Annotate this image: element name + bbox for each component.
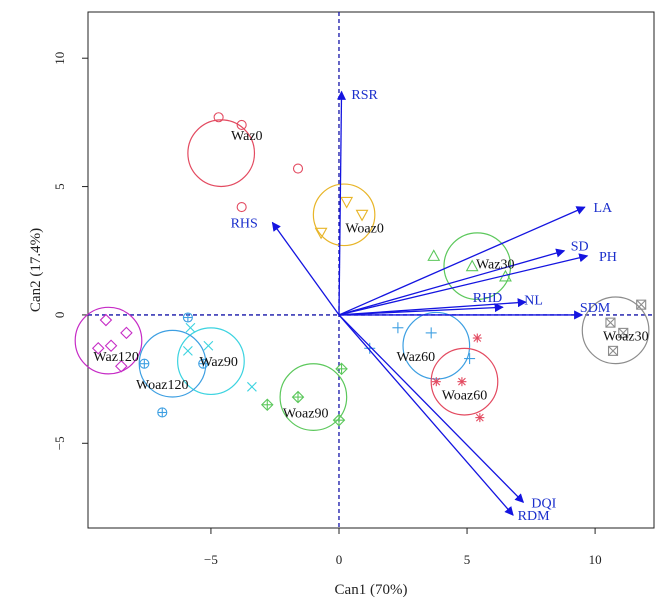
group-label-woaz0: Woaz0: [345, 222, 384, 237]
point-waz120-4: [115, 359, 128, 373]
point-woaz30-2: [607, 345, 619, 356]
arrow-label-la: LA: [593, 201, 613, 216]
point-waz120-3: [91, 342, 105, 355]
point-waz30-0: [427, 249, 441, 261]
point-woaz90-1: [291, 390, 305, 404]
group-label-waz0: Waz0: [231, 129, 263, 144]
point-waz90-3: [247, 381, 257, 392]
plot-frame: [87, 11, 655, 529]
arrow-label-rhs: RHS: [231, 217, 258, 232]
arrow-label-rsr: RSR: [351, 88, 378, 103]
point-woaz60-0: [472, 333, 482, 343]
point-woaz120-3: [157, 407, 168, 418]
variable-arrows: [271, 90, 589, 516]
arrow-label-sd: SD: [571, 240, 589, 255]
group-label-woaz120: Woaz120: [136, 378, 189, 393]
point-woaz30-3: [618, 327, 629, 338]
point-woaz30-0: [636, 299, 647, 310]
point-woaz60-1: [431, 377, 441, 387]
point-woaz30-1: [605, 317, 616, 328]
group-label-waz90: Waz90: [199, 355, 238, 370]
y-axis-title: Can2 (17.4%): [28, 228, 44, 312]
point-woaz60-2: [457, 377, 467, 387]
arrow-ph: [338, 253, 589, 316]
group-label-waz120: Waz120: [93, 350, 139, 365]
point-waz120-1: [120, 326, 133, 340]
point-waz60-2: [464, 353, 476, 365]
arrow-label-nl: NL: [524, 294, 543, 309]
point-waz30-1: [465, 259, 479, 272]
group-label-woaz90: Woaz90: [283, 406, 329, 421]
point-woaz0-2: [314, 227, 328, 240]
arrow-label-ph: PH: [599, 250, 617, 265]
group-circle-waz60: [402, 311, 471, 380]
point-woaz0-0: [340, 196, 354, 209]
arrow-dqi: [338, 314, 525, 503]
point-woaz120-1: [139, 358, 150, 369]
y-tick-label: −5: [52, 436, 67, 450]
group-circle-woaz90: [279, 363, 348, 431]
arrow-rsr: [336, 90, 347, 315]
x-tick-label: 0: [336, 552, 343, 567]
y-tick-label: 10: [52, 52, 67, 65]
axis-ticks: −5 0 5 10 −5 0 5 10: [52, 52, 602, 567]
group-label-waz60: Waz60: [397, 350, 436, 365]
group-circle-woaz60: [430, 347, 499, 416]
point-woaz120-2: [198, 358, 209, 369]
group-circle-woaz30: [581, 296, 650, 365]
group-circle-woaz0: [312, 183, 376, 247]
point-waz0-3: [236, 202, 247, 213]
arrow-sd: [338, 248, 566, 316]
point-waz120-2: [104, 339, 118, 353]
arrow-rdm: [338, 314, 514, 516]
x-axis-title: Can1 (70%): [335, 582, 408, 598]
arrow-label-rdm: RDM: [518, 509, 550, 524]
y-tick-label: 0: [52, 312, 67, 319]
point-waz0-1: [236, 119, 247, 131]
x-tick-label: −5: [204, 552, 218, 567]
group-label-woaz30: Woaz30: [603, 329, 649, 344]
group-circle-waz90: [177, 327, 245, 396]
point-waz60-1: [425, 327, 437, 339]
arrow-label-dqi: DQI: [531, 496, 556, 511]
point-woaz60-3: [475, 413, 485, 423]
group-points: [91, 112, 647, 427]
point-waz0-0: [213, 112, 224, 123]
y-tick-label: 5: [52, 183, 67, 190]
arrow-rhs: [271, 221, 340, 316]
point-waz90-0: [185, 322, 196, 333]
x-tick-label: 10: [589, 552, 602, 567]
point-woaz90-0: [335, 362, 348, 376]
group-label-woaz60: Woaz60: [442, 389, 488, 404]
point-woaz90-2: [260, 398, 274, 412]
point-waz0-2: [292, 163, 304, 174]
group-label-waz30: Waz30: [476, 258, 515, 273]
arrow-la: [338, 206, 586, 316]
arrow-label-rhd: RHD: [473, 291, 503, 306]
point-woaz90-3: [332, 413, 346, 427]
group-circle-waz0: [187, 119, 256, 188]
point-waz120-0: [99, 313, 113, 327]
point-waz60-0: [392, 322, 404, 334]
x-tick-label: 5: [464, 552, 471, 567]
arrow-nl: [338, 298, 527, 316]
point-waz90-2: [182, 345, 193, 356]
labels-layer: Waz0 Woaz0 Waz30 Woaz30 Waz60 Woaz60 Waz90 Woaz…: [93, 88, 648, 524]
point-woaz120-0: [182, 312, 193, 323]
point-waz90-1: [203, 340, 214, 351]
point-waz60-3: [364, 342, 376, 354]
point-woaz0-1: [355, 209, 369, 222]
arrow-label-sdm: SDM: [580, 301, 611, 316]
group-circle-waz120: [74, 306, 143, 375]
